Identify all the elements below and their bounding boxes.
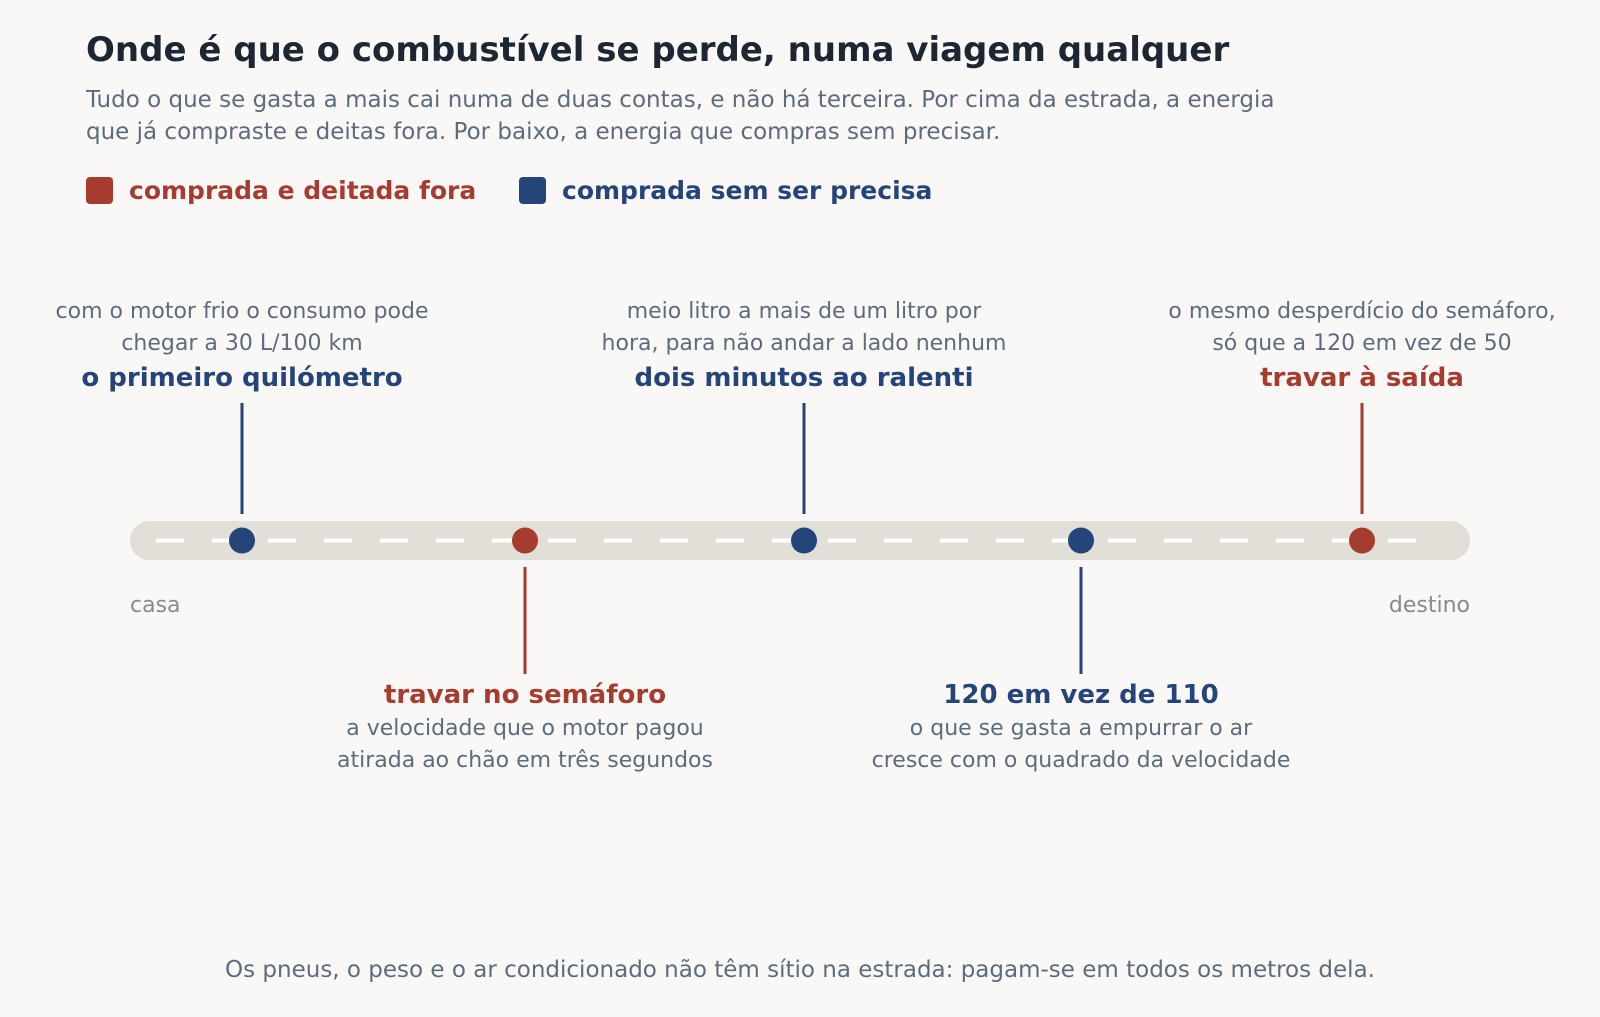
event-first-km: com o motor frio o consumo pode chegar a… <box>56 296 429 396</box>
page-subtitle: Tudo o que se gasta a mais cai numa de d… <box>86 87 1275 145</box>
event-desc-line: atirada ao chão em três segundos <box>337 748 713 773</box>
event-marker-dot <box>1349 527 1375 554</box>
event-exit-braking: o mesmo desperdício do semáforo, só que … <box>1168 296 1555 396</box>
road-end-label: destino <box>1388 593 1470 618</box>
event-desc-line: hora, para não andar a lado nenhum <box>601 331 1007 356</box>
legend-label-unneeded: comprada sem ser precisa <box>562 176 933 205</box>
event-desc-line: a velocidade que o motor pagou <box>346 716 704 741</box>
event-desc-line: o que se gasta a empurrar o ar <box>909 716 1253 741</box>
event-desc-line: o mesmo desperdício do semáforo, <box>1168 299 1556 324</box>
event-name: travar no semáforo <box>383 680 667 710</box>
event-marker-dot <box>791 527 817 554</box>
event-markers <box>229 403 1375 674</box>
road-start-label: casa <box>130 593 181 618</box>
event-traffic-light: travar no semáforo a velocidade que o mo… <box>337 677 713 777</box>
event-desc-line: com o motor frio o consumo pode <box>55 299 429 324</box>
event-speed: 120 em vez de 110 o que se gasta a empur… <box>872 677 1291 777</box>
legend-label-discarded: comprada e deitada fora <box>129 176 477 205</box>
event-name: dois minutos ao ralenti <box>634 363 974 393</box>
footer-note: Os pneus, o peso e o ar condicionado não… <box>225 957 1375 983</box>
event-name: travar à saída <box>1260 363 1464 393</box>
event-desc-line: meio litro a mais de um litro por <box>626 299 982 324</box>
event-desc-line: chegar a 30 L/100 km <box>121 331 363 356</box>
event-marker-dot <box>512 527 538 554</box>
legend-swatch-blue <box>519 177 546 204</box>
event-name: o primeiro quilómetro <box>81 363 403 393</box>
event-name: 120 em vez de 110 <box>943 680 1219 710</box>
page-title: Onde é que o combustível se perde, numa … <box>86 30 1230 70</box>
event-desc-line: só que a 120 em vez de 50 <box>1212 331 1512 356</box>
event-marker-dot <box>229 527 255 554</box>
event-marker-dot <box>1068 527 1094 554</box>
event-desc-line: cresce com o quadrado da velocidade <box>871 748 1291 773</box>
legend-swatch-red <box>86 177 113 204</box>
event-idling: meio litro a mais de um litro por hora, … <box>602 296 1007 396</box>
